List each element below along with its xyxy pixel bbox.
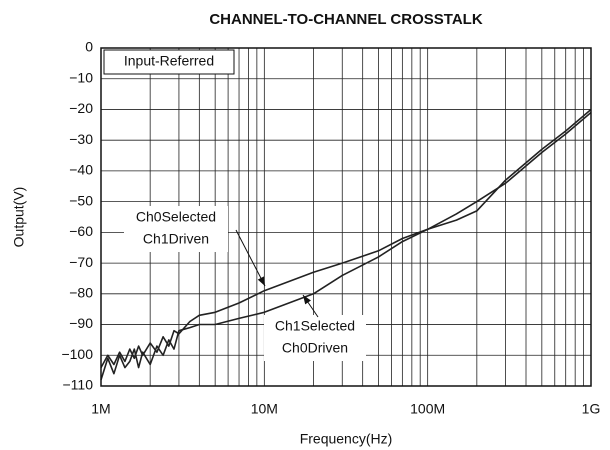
annotation-text: Input-Referred [124,53,214,69]
y-tick-label: −30 [69,131,93,147]
annotations: Input-Referred Ch0Selected Ch1Driven Ch1Sel… [103,49,366,361]
y-tick-label: 0 [85,39,93,55]
y-tick-label: −40 [69,162,93,178]
y-tick-label: −20 [69,100,93,116]
y-tick-label: −90 [69,315,93,331]
x-tick-label: 1G [582,401,601,417]
x-tick-label: 10M [251,401,278,417]
annotation-text: Ch0Driven [282,340,348,356]
y-tick-label: −100 [61,346,93,362]
plot-frame [100,47,592,387]
arrow-head [303,295,311,305]
annotation-box [103,49,235,75]
series-line [100,111,592,368]
annotation-box [264,315,366,361]
y-tick-label: −110 [63,377,94,393]
y-tick-label: −10 [69,69,93,85]
chart-title: CHANNEL-TO-CHANNEL CROSSTALK [209,11,482,28]
x-axis-label: Frequency(Hz) [300,431,393,447]
annotation-text: Ch0Selected [136,209,216,225]
lines [100,108,592,381]
y-tick-label: −50 [69,192,93,208]
arrow-line [235,229,266,287]
y-tick-label: −80 [69,285,93,301]
y-tick-label: −60 [69,223,93,239]
x-tick-label: 1M [91,401,110,417]
arrow-head [257,276,265,286]
annotation-text: Ch1Selected [275,318,355,334]
x-tick-label: 100M [410,401,445,417]
y-tick-label: −70 [69,254,93,270]
y-axis-label: Output(V) [11,187,27,248]
annotation-box [124,206,228,252]
annotation-text: Ch1Driven [143,231,209,247]
series-line [100,108,592,381]
